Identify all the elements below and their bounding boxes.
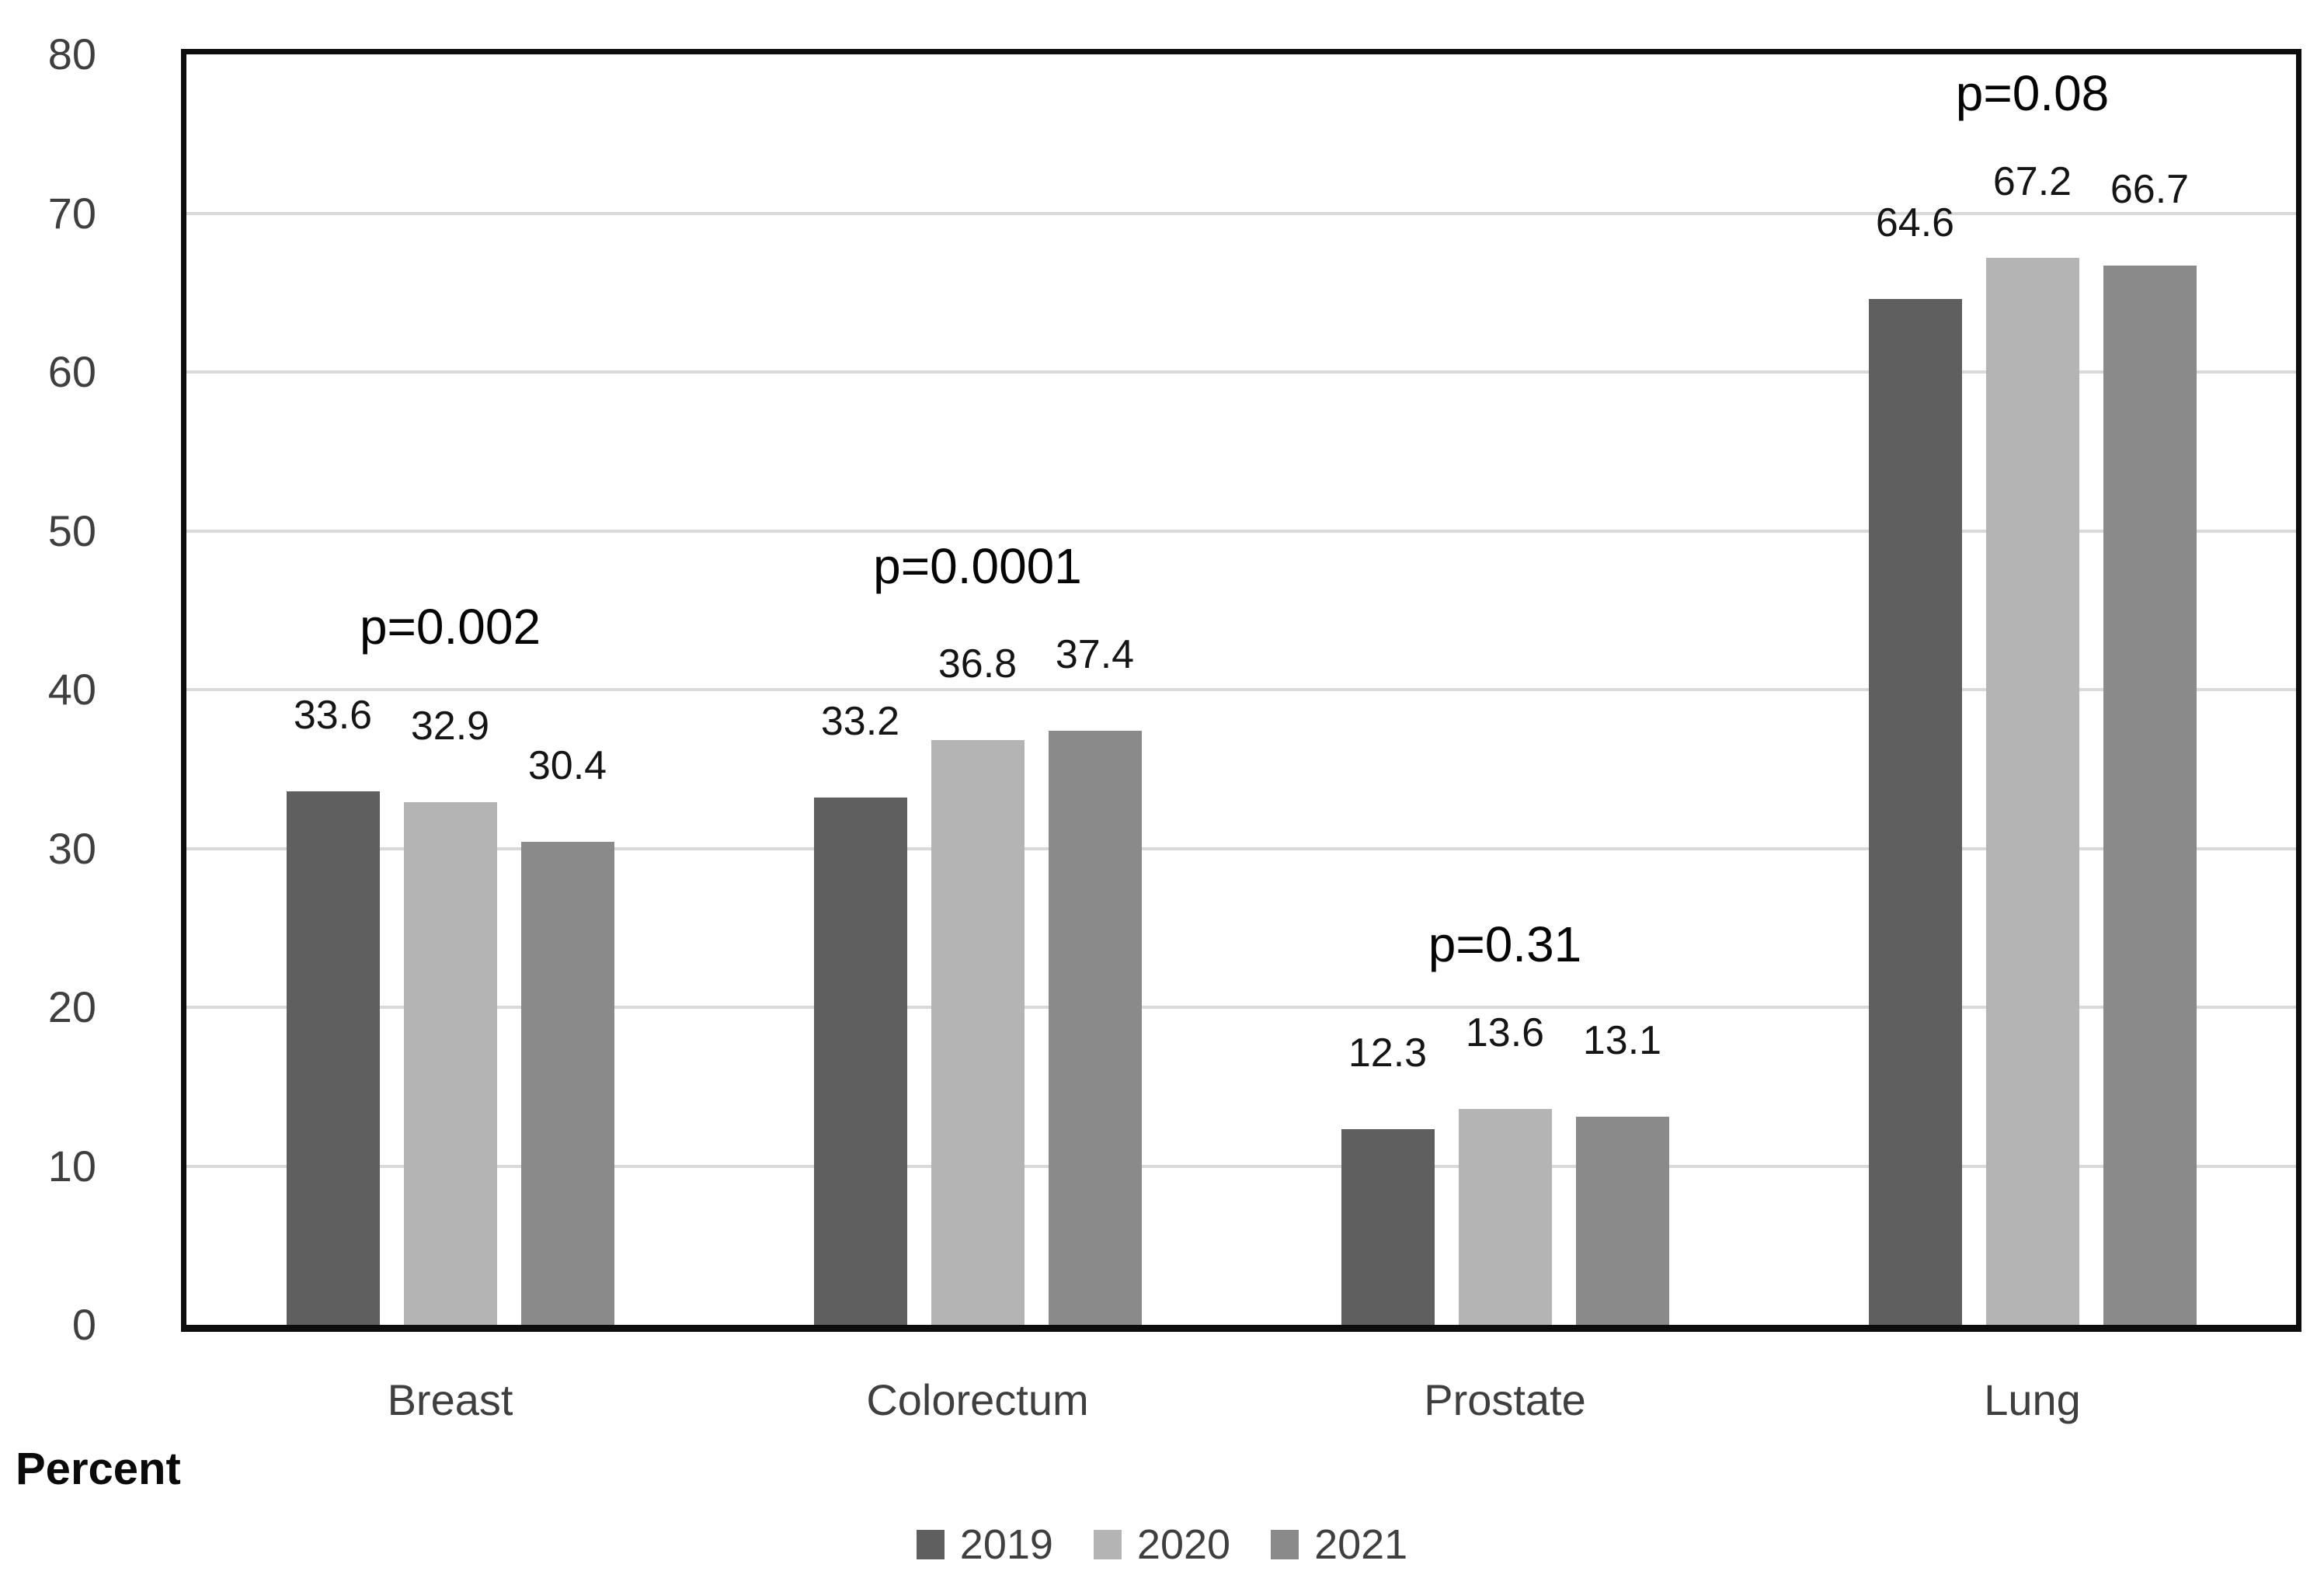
gridline-40 — [186, 688, 2296, 691]
y-axis-title: Percent — [16, 1444, 181, 1494]
plot-area: 33.6 32.9 30.4 p=0.002 33.2 36.8 37.4 p=0.0001 1… — [181, 49, 2301, 1332]
legend-swatch-2020 — [1093, 1530, 1122, 1559]
legend-swatch-2019 — [916, 1530, 945, 1559]
y-tick-label-40: 40 — [47, 665, 96, 714]
y-tick-label-70: 70 — [47, 188, 96, 238]
bar-2021-breast — [520, 842, 614, 1325]
bar-2020-colorectum — [931, 740, 1025, 1325]
p-value-label-colorectum: p=0.0001 — [873, 538, 1082, 595]
y-tick-label-50: 50 — [47, 506, 96, 555]
bar-2021-lung — [2103, 266, 2197, 1325]
value-label-2020-prostate: 13.6 — [1465, 1010, 1545, 1055]
category-label-prostate: Prostate — [1424, 1375, 1586, 1424]
y-tick-label-0: 0 — [71, 1300, 96, 1349]
legend-label-2019: 2019 — [959, 1521, 1053, 1568]
gridline-10 — [186, 1164, 2296, 1168]
value-label-2021-colorectum: 37.4 — [1055, 632, 1135, 678]
y-tick-label-60: 60 — [47, 347, 96, 396]
legend-label-2021: 2021 — [1314, 1521, 1408, 1568]
bar-2020-breast — [403, 802, 497, 1325]
legend-swatch-2021 — [1271, 1530, 1299, 1559]
value-label-2019-lung: 64.6 — [1875, 200, 1955, 245]
value-label-2020-lung: 67.2 — [1992, 158, 2072, 204]
legend-label-2020: 2020 — [1136, 1521, 1231, 1568]
bar-2019-colorectum — [813, 798, 907, 1325]
value-label-2020-breast: 32.9 — [410, 704, 490, 749]
gridline-60 — [186, 370, 2296, 374]
p-value-label-breast: p=0.002 — [359, 598, 541, 655]
value-label-2021-lung: 66.7 — [2110, 167, 2190, 212]
bar-2021-prostate — [1575, 1117, 1669, 1325]
bar-2019-breast — [286, 791, 380, 1325]
gridline-70 — [186, 211, 2296, 215]
bar-2020-prostate — [1458, 1108, 1552, 1325]
legend-item-2019: 2019 — [916, 1521, 1053, 1569]
value-label-2019-prostate: 12.3 — [1348, 1031, 1428, 1076]
bar-2019-lung — [1868, 298, 1962, 1325]
bar-2019-prostate — [1341, 1129, 1435, 1325]
legend: 2019 2020 2021 — [0, 1521, 2324, 1569]
value-label-2019-colorectum: 33.2 — [820, 699, 900, 745]
bar-2020-lung — [1985, 257, 2079, 1325]
category-label-colorectum: Colorectum — [866, 1375, 1089, 1424]
category-label-lung: Lung — [1984, 1375, 2081, 1424]
gridline-30 — [186, 846, 2296, 850]
gridline-50 — [186, 529, 2296, 533]
value-label-2020-colorectum: 36.8 — [938, 641, 1018, 687]
value-label-2021-breast: 30.4 — [527, 743, 607, 789]
y-tick-label-10: 10 — [47, 1141, 96, 1190]
y-tick-label-80: 80 — [47, 30, 96, 78]
p-value-label-prostate: p=0.31 — [1428, 916, 1582, 972]
category-label-breast: Breast — [387, 1375, 513, 1424]
value-label-2021-prostate: 13.1 — [1582, 1018, 1662, 1064]
value-label-2019-breast: 33.6 — [293, 692, 373, 738]
y-tick-label-30: 30 — [47, 823, 96, 873]
bar-2021-colorectum — [1048, 731, 1142, 1325]
plot-inner-area: 33.6 32.9 30.4 p=0.002 33.2 36.8 37.4 p=0.0001 1… — [186, 54, 2296, 1325]
legend-item-2021: 2021 — [1271, 1521, 1407, 1569]
y-tick-label-20: 20 — [47, 982, 96, 1031]
gridline-20 — [186, 1006, 2296, 1009]
p-value-label-lung: p=0.08 — [1955, 64, 2110, 121]
legend-item-2020: 2020 — [1093, 1521, 1231, 1569]
